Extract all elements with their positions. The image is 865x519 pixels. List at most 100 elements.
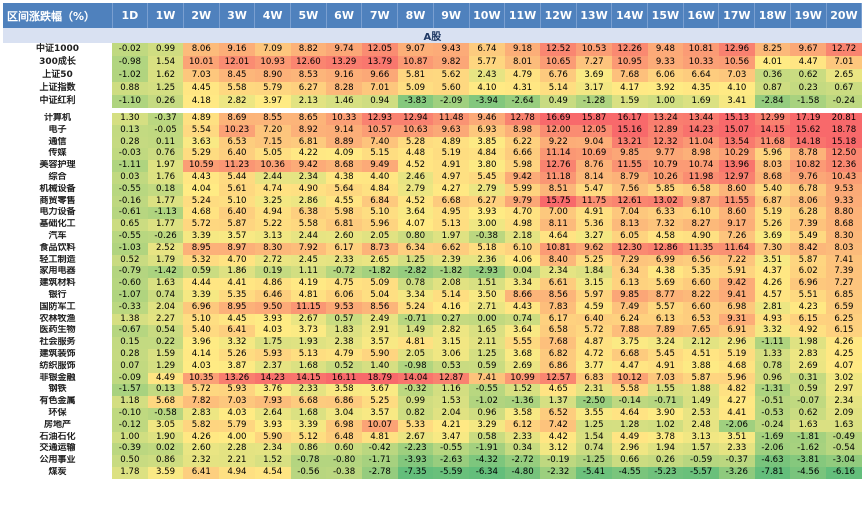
heatmap-cell: 2.04: [147, 301, 184, 314]
heatmap-cell: 13.24: [647, 113, 684, 125]
heatmap-cell: 10.29: [718, 148, 755, 161]
heatmap-cell: 4.47: [611, 360, 648, 373]
heatmap-cell: 0.62: [790, 407, 827, 420]
heatmap-cell: 0.74: [147, 289, 184, 302]
heatmap-cell: 0.13: [112, 124, 148, 137]
heatmap-cell: -1.11: [112, 160, 148, 172]
heatmap-cell: 6.81: [290, 136, 327, 149]
heatmap-cell: 2.69: [504, 360, 541, 373]
heatmap-cell: -0.78: [290, 455, 327, 467]
heatmap-cell: 8.65: [290, 113, 327, 125]
heatmap-cell: 2.18: [504, 230, 541, 243]
heatmap-cell: 6.60: [683, 301, 719, 314]
heatmap-cell: 4.06: [504, 254, 541, 267]
heatmap-cell: 2.33: [290, 384, 327, 397]
row-label: 300成长: [3, 56, 112, 69]
heatmap-cell: 5.05: [254, 148, 291, 161]
column-header-13w: 13W: [576, 3, 613, 28]
heatmap-cell: 2.83: [790, 348, 827, 361]
heatmap-cell: 7.41: [469, 372, 505, 385]
heatmap-cell: 2.33: [504, 431, 541, 444]
heatmap-cell: 1.25: [147, 82, 184, 95]
table-row: 有色金属 1.18 5.68 7.82 7.03 7.93 6.68 6.86 5.25 0.99…: [3, 396, 862, 408]
heatmap-cell: -1.36: [504, 396, 541, 408]
column-header-10w: 10W: [469, 3, 506, 28]
heatmap-cell: 2.36: [469, 254, 505, 267]
heatmap-cell: 0.59: [183, 266, 220, 279]
heatmap-cell: 0.87: [754, 82, 791, 95]
heatmap-cell: 8.14: [576, 171, 612, 184]
heatmap-cell: 1.94: [647, 443, 684, 456]
heatmap-cell: 4.14: [183, 348, 220, 361]
heatmap-cell: -0.71: [647, 396, 684, 408]
heatmap-cell: -1.07: [112, 289, 148, 302]
heatmap-cell: 8.68: [326, 160, 362, 172]
heatmap-cell: -6.16: [826, 466, 862, 479]
heatmap-cell: -0.55: [433, 443, 470, 456]
heatmap-cell: 6.82: [540, 348, 577, 361]
heatmap-cell: 0.82: [397, 407, 434, 420]
table-row: 家用电器 -0.79 -1.42 0.59 1.86 0.19 1.11 -0.72 -1.82…: [3, 266, 862, 279]
heatmap-cell: 10.69: [576, 148, 612, 161]
heatmap-cell: 4.21: [433, 419, 470, 432]
heatmap-cell: 1.52: [254, 455, 291, 467]
heatmap-cell: 5.96: [754, 148, 791, 161]
heatmap-cell: 7.01: [361, 82, 398, 95]
heatmap-cell: 6.68: [290, 396, 327, 408]
heatmap-cell: 9.42: [718, 278, 755, 290]
heatmap-cell: 13.96: [718, 160, 755, 172]
heatmap-cell: 6.99: [647, 254, 684, 267]
heatmap-cell: -1.11: [754, 337, 791, 349]
heatmap-cell: 2.79: [397, 183, 434, 196]
heatmap-cell: 3.47: [433, 431, 470, 444]
heatmap-cell: 10.23: [219, 124, 255, 137]
heatmap-cell: 6.34: [611, 266, 648, 279]
heatmap-cell: 15.07: [718, 124, 755, 137]
heatmap-cell: 4.52: [397, 195, 434, 208]
column-header-20w: 20W: [826, 3, 863, 28]
heatmap-cell: 13.29: [326, 56, 362, 69]
heatmap-cell: 0.18: [147, 183, 184, 196]
heatmap-cell: -0.72: [326, 266, 362, 279]
column-header-17w: 17W: [718, 3, 756, 28]
heatmap-cell: -0.42: [361, 443, 398, 456]
column-header-1w: 1W: [147, 3, 184, 28]
heatmap-cell: -4.63: [754, 455, 791, 467]
heatmap-cell: 1.59: [147, 348, 184, 361]
heatmap-cell: 12.93: [361, 113, 398, 125]
heatmap-cell: 9.33: [647, 56, 684, 69]
heatmap-cell: 2.09: [826, 407, 862, 420]
heatmap-cell: 6.60: [683, 278, 719, 290]
heatmap-cell: 5.62: [433, 69, 470, 82]
heatmap-cell: 4.31: [504, 82, 541, 95]
table-row: 电子 0.13 -0.05 5.54 10.23 7.20 8.92 9.14 10.57 10.…: [3, 124, 862, 137]
heatmap-cell: 7.92: [290, 242, 327, 255]
heatmap-cell: 6.78: [790, 183, 827, 196]
heatmap-cell: 5.45: [647, 348, 684, 361]
heatmap-cell: 8.40: [540, 254, 577, 267]
heatmap-cell: 5.12: [290, 431, 327, 444]
heatmap-cell: 2.53: [683, 407, 719, 420]
heatmap-cell: 0.99: [397, 396, 434, 408]
heatmap-cell: 7.03: [647, 372, 684, 385]
heatmap-cell: 5.72: [576, 325, 612, 338]
heatmap-cell: 8.53: [290, 69, 327, 82]
heatmap-cell: 3.76: [254, 384, 291, 397]
heatmap-cell: 5.29: [183, 148, 220, 161]
heatmap-cell: -0.55: [112, 183, 148, 196]
heatmap-cell: 6.83: [576, 372, 612, 385]
heatmap-cell: 4.07: [826, 360, 862, 373]
heatmap-cell: 1.62: [147, 69, 184, 82]
heatmap-cell: 4.37: [754, 266, 791, 279]
heatmap-cell: 0.86: [290, 443, 327, 456]
heatmap-cell: 6.10: [683, 207, 719, 220]
heatmap-cell: 5.24: [397, 301, 434, 314]
heatmap-cell: 4.75: [326, 278, 362, 290]
heatmap-cell: 13.44: [683, 113, 719, 125]
heatmap-cell: 3.64: [504, 325, 541, 338]
heatmap-cell: 10.33: [326, 113, 362, 125]
heatmap-cell: 6.98: [326, 419, 362, 432]
heatmap-cell: 1.98: [790, 337, 827, 349]
heatmap-cell: 1.29: [147, 360, 184, 373]
heatmap-cell: 6.13: [647, 313, 684, 326]
